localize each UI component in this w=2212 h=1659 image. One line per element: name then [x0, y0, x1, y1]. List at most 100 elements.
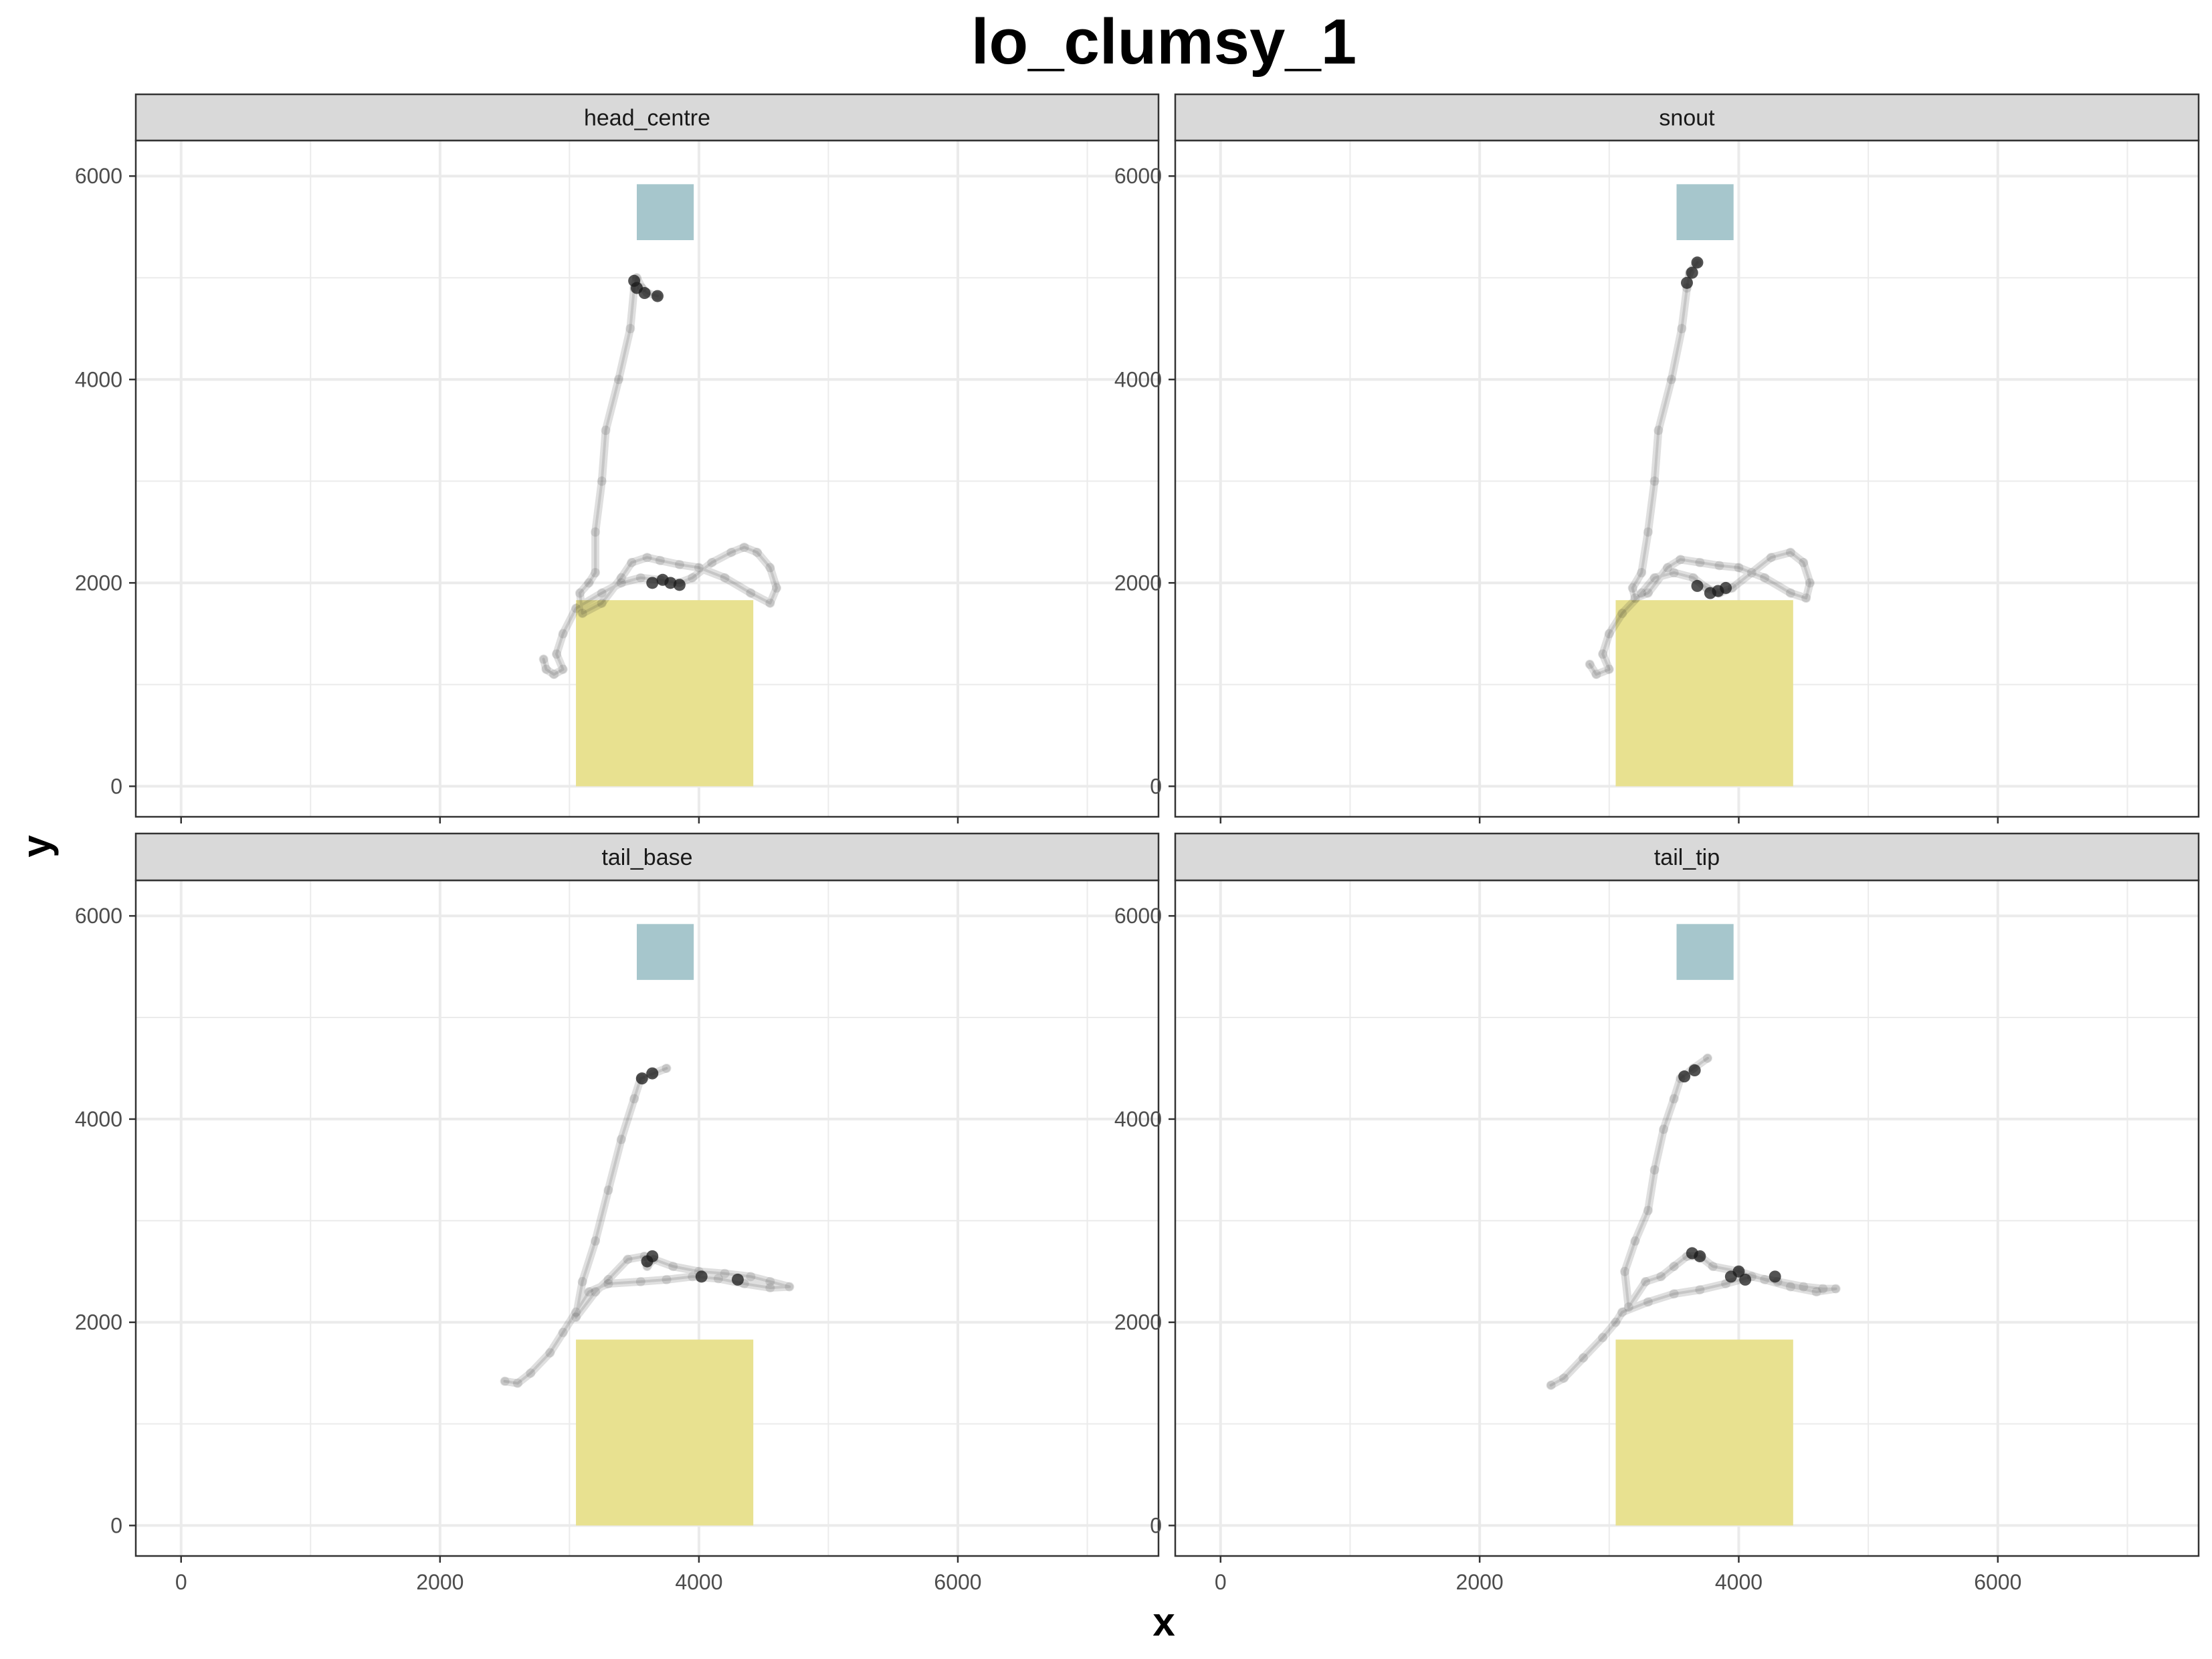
- track-point: [597, 476, 607, 486]
- blue-zone: [1676, 924, 1734, 980]
- track-point: [720, 573, 730, 583]
- cluster-point: [646, 1067, 659, 1080]
- track-point: [558, 629, 568, 639]
- track-point: [1799, 1282, 1809, 1292]
- track-point: [1666, 375, 1676, 385]
- track-point: [765, 1276, 775, 1286]
- panel-tail_base: tail_base 0 2000 4000 6000 0 2000 4000 6000: [75, 832, 1160, 1594]
- track-point: [765, 1283, 775, 1293]
- track-point: [616, 573, 626, 583]
- track-point: [538, 654, 548, 664]
- track-point: [1659, 1125, 1669, 1135]
- track-point: [1546, 1380, 1556, 1390]
- track-point: [746, 1272, 756, 1282]
- x-tick-label: 2000: [416, 1570, 464, 1594]
- cluster-point: [1681, 276, 1693, 289]
- track-point: [642, 553, 652, 563]
- track-point: [662, 1274, 672, 1284]
- track-point: [739, 543, 749, 553]
- y-tick-label: 0: [1150, 1513, 1162, 1537]
- track-point: [662, 1063, 672, 1073]
- track-point: [1785, 547, 1795, 557]
- facet-strip: [134, 832, 1160, 882]
- track-point: [1643, 588, 1653, 598]
- y-tick-label: 6000: [1114, 164, 1162, 188]
- facet-strip-label: tail_base: [601, 845, 692, 870]
- track-point: [785, 1282, 795, 1292]
- track-point: [1598, 649, 1608, 659]
- track-point: [1604, 664, 1614, 674]
- x-tick-label: 6000: [1974, 1570, 2021, 1594]
- x-tick-label: 2000: [1456, 1570, 1504, 1594]
- track-point: [603, 1185, 613, 1195]
- track-point: [688, 1272, 698, 1282]
- cluster-point: [695, 1270, 708, 1283]
- track-point: [1669, 568, 1679, 578]
- track-point: [1617, 1307, 1627, 1317]
- track-point: [591, 1287, 601, 1297]
- cluster-point: [646, 1250, 659, 1262]
- track-point: [1799, 557, 1809, 567]
- panel-tail_tip: tail_tip 0 2000 4000 6000 0 2000 4000 6000: [1114, 832, 2200, 1594]
- track-point: [629, 1094, 639, 1104]
- track-point: [635, 1276, 645, 1286]
- track-point: [541, 664, 551, 674]
- cluster-point: [1691, 579, 1704, 592]
- track-line: [1549, 1056, 1837, 1387]
- y-tick-label: 0: [1150, 774, 1162, 798]
- track-point: [591, 527, 601, 537]
- track-point: [597, 588, 607, 598]
- track-point: [694, 563, 704, 573]
- track-point: [1656, 1272, 1666, 1282]
- track-point: [1695, 1285, 1705, 1295]
- track-point: [1637, 568, 1647, 578]
- track-point: [575, 588, 585, 598]
- track-point: [635, 573, 645, 583]
- panel-head_centre: head_centre 0 2000 4000 6000: [75, 93, 1160, 823]
- y-tick-label: 4000: [75, 367, 122, 391]
- cluster-point: [1769, 1270, 1781, 1283]
- track-point: [713, 1274, 723, 1284]
- track-point: [726, 547, 736, 557]
- track-point: [591, 568, 601, 578]
- yellow-zone: [1615, 600, 1793, 787]
- track-point: [1585, 659, 1595, 669]
- track-point: [765, 598, 775, 608]
- track-point: [1598, 1333, 1608, 1343]
- track-point: [1653, 425, 1664, 435]
- blue-zone: [637, 924, 694, 980]
- facet-panels: head_centre 0 2000 4000 6000 snout 0 2000 4000 60…: [75, 93, 2200, 1594]
- track-point: [688, 573, 698, 583]
- y-tick-label: 2000: [75, 1310, 122, 1335]
- track-point: [674, 559, 684, 569]
- track-point: [597, 598, 607, 608]
- track-path: [1546, 1054, 1840, 1389]
- track-point: [613, 375, 623, 385]
- cluster-point: [638, 287, 651, 300]
- track-point: [577, 1276, 587, 1286]
- track-point: [571, 1312, 581, 1323]
- track-point: [1746, 568, 1756, 578]
- track-line: [1588, 261, 1811, 676]
- track-point: [1627, 583, 1637, 593]
- track-path: [500, 1064, 794, 1387]
- track-point: [1669, 1262, 1679, 1272]
- facet-strip: [1174, 832, 2200, 882]
- cluster-point: [1694, 1250, 1706, 1262]
- y-tick-label: 2000: [75, 571, 122, 595]
- track-point: [545, 1348, 555, 1358]
- y-tick-label: 2000: [1114, 1310, 1162, 1335]
- cluster-point: [1678, 1070, 1691, 1083]
- track-point: [1643, 527, 1653, 537]
- cluster-point: [651, 290, 664, 302]
- track-point: [552, 649, 562, 659]
- y-tick-label: 4000: [75, 1107, 122, 1131]
- track-point: [765, 563, 775, 573]
- track-point: [752, 547, 763, 557]
- track-point: [746, 588, 756, 598]
- track-point: [1785, 588, 1795, 598]
- track-point: [1620, 1266, 1630, 1276]
- track-point: [1818, 1284, 1828, 1294]
- cluster-point: [664, 577, 677, 589]
- blue-zone: [1676, 184, 1734, 240]
